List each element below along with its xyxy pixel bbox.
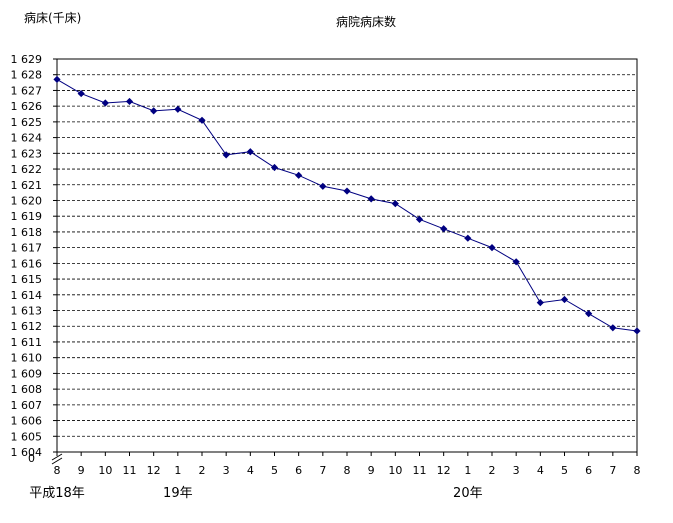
x-tick-label: 7 — [609, 464, 616, 477]
y-tick-label: 1 617 — [11, 242, 43, 255]
data-point-marker — [125, 97, 134, 106]
y-tick-label: 1 625 — [11, 116, 43, 129]
y-tick-label: 1 607 — [11, 399, 43, 412]
x-tick-label: 2 — [489, 464, 496, 477]
x-tick-label: 10 — [98, 464, 112, 477]
data-point-marker — [536, 299, 544, 307]
x-tick-label: 5 — [271, 464, 278, 477]
y-tick-label: 1 616 — [11, 257, 43, 270]
y-tick-label: 1 621 — [11, 179, 43, 192]
axis-break-mark — [51, 453, 63, 461]
x-tick-label: 11 — [413, 464, 427, 477]
plot-border — [56, 58, 638, 453]
y-axis-label: 病床(千床) — [24, 11, 82, 25]
x-tick-label: 11 — [123, 464, 137, 477]
data-point-marker — [222, 151, 230, 159]
data-point-marker — [53, 75, 61, 84]
data-point-marker — [295, 171, 303, 179]
x-tick-label: 8 — [54, 464, 61, 477]
y-tick-label: 1 609 — [11, 367, 43, 380]
data-point-marker — [150, 107, 158, 115]
data-point-marker — [270, 163, 279, 172]
data-point-marker — [488, 244, 496, 252]
x-tick-label: 3 — [513, 464, 520, 477]
axis-break-mark — [51, 457, 63, 465]
y-tick-label: 1 614 — [11, 289, 43, 302]
data-point-marker — [367, 195, 375, 203]
y-tick-label: 1 615 — [11, 273, 43, 286]
series — [53, 75, 641, 335]
y-tick-labels: 1 604 1 605 1 606 1 607 1 608 1 609 1 610 1 611… — [11, 53, 43, 465]
data-point-marker — [174, 105, 182, 113]
data-point-marker — [77, 89, 85, 98]
x-tick-label: 9 — [78, 464, 85, 477]
y-tick-label: 1 604 — [11, 446, 43, 459]
x-tick-label: 8 — [634, 464, 641, 477]
x-tick-label: 6 — [295, 464, 302, 477]
y-tick-label: 1 611 — [11, 336, 43, 349]
y-tick-label: 1 627 — [11, 84, 43, 97]
x-tick-label: 8 — [344, 464, 351, 477]
x-tick-label: 9 — [368, 464, 375, 477]
y-tick-label: 1 606 — [11, 415, 43, 428]
series-line — [56, 78, 638, 332]
y-tick-label: 1 623 — [11, 147, 43, 160]
gridlines — [57, 58, 637, 437]
data-point-marker — [440, 225, 448, 233]
era-labels: 平成18年 19年 20年 — [29, 486, 482, 501]
x-tick-labels: 8 9 10 11 12 1 2 3 4 5 6 7 8 9 10 11 12 1 2 3 4 5 6 7 8 — [54, 464, 641, 477]
x-tick-label: 5 — [561, 464, 568, 477]
data-point-marker — [560, 295, 569, 304]
x-tick-label: 1 — [464, 464, 471, 477]
data-point-marker — [101, 99, 109, 107]
y-tick-label: 1 628 — [11, 69, 43, 82]
y-origin-label: 0 — [28, 452, 35, 465]
x-tick-label: 4 — [247, 464, 254, 477]
era-label: 20年 — [453, 486, 483, 501]
y-tick-label: 1 620 — [11, 194, 43, 207]
y-tick-label: 1 612 — [11, 320, 43, 333]
era-label: 平成18年 — [29, 486, 85, 501]
y-tick-label: 1 626 — [11, 100, 43, 113]
data-point-marker — [609, 324, 617, 332]
x-tick-label: 3 — [223, 464, 230, 477]
y-tick-label: 1 618 — [11, 226, 43, 239]
data-point-marker — [198, 116, 206, 124]
x-tick-label: 2 — [199, 464, 206, 477]
chart-title: 病院病床数 — [336, 15, 397, 29]
data-point-marker — [246, 148, 254, 156]
y-tick-label: 1 613 — [11, 305, 43, 318]
data-point-marker — [415, 215, 424, 223]
data-point-marker — [512, 258, 520, 266]
data-point-marker — [343, 187, 351, 195]
y-tick-label: 1 619 — [11, 210, 43, 223]
y-tick-label: 1 610 — [11, 352, 43, 365]
y-tick-label: 1 624 — [11, 132, 43, 145]
axes — [51, 58, 638, 465]
data-point-marker — [464, 234, 472, 242]
x-tick-label: 1 — [174, 464, 181, 477]
y-tick-label: 1 608 — [11, 383, 43, 396]
data-point-marker — [633, 327, 641, 335]
y-tick-label: 1 605 — [11, 430, 43, 443]
x-tick-label: 4 — [537, 464, 544, 477]
x-tick-label: 7 — [319, 464, 326, 477]
y-tick-label: 1 629 — [11, 53, 43, 66]
x-tick-label: 12 — [147, 464, 161, 477]
data-point-marker — [391, 200, 399, 208]
x-tick-label: 10 — [388, 464, 402, 477]
era-label: 19年 — [163, 486, 193, 501]
data-point-marker — [585, 310, 593, 318]
data-point-marker — [319, 182, 327, 190]
x-tick-label: 12 — [437, 464, 451, 477]
x-tick-label: 6 — [585, 464, 592, 477]
y-tick-label: 1 622 — [11, 163, 43, 176]
